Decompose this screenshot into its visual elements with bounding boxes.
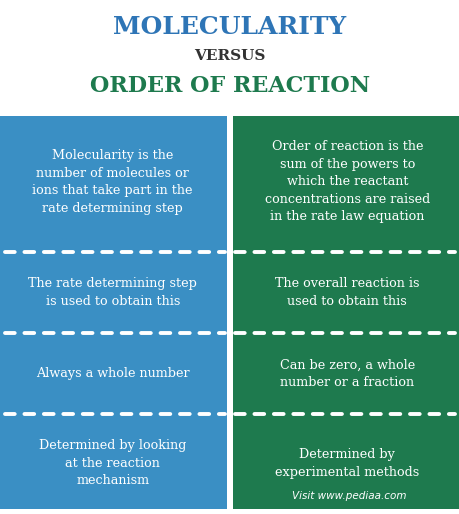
Bar	[232, 329, 459, 336]
Text: VERSUS: VERSUS	[194, 49, 265, 63]
Bar	[0, 248, 227, 255]
Text: Order of reaction is the
sum of the powers to
which the reactant
concentrations : Order of reaction is the sum of the powe…	[264, 140, 429, 224]
Bar	[232, 418, 459, 509]
Text: Determined by
experimental methods: Determined by experimental methods	[274, 448, 419, 479]
Bar	[232, 411, 459, 418]
Text: Always a whole number: Always a whole number	[36, 367, 189, 380]
Text: ORDER OF REACTION: ORDER OF REACTION	[90, 75, 369, 97]
Text: Determined by looking
at the reaction
mechanism: Determined by looking at the reaction me…	[39, 439, 186, 487]
Bar	[232, 248, 459, 255]
Bar	[0, 418, 227, 509]
Bar	[232, 336, 459, 411]
Bar	[0, 255, 227, 329]
Bar	[0, 411, 227, 418]
Bar	[0, 329, 227, 336]
Text: The rate determining step
is used to obtain this: The rate determining step is used to obt…	[28, 277, 197, 307]
Text: Can be zero, a whole
number or a fraction: Can be zero, a whole number or a fractio…	[279, 358, 414, 389]
Bar	[232, 116, 459, 248]
Text: The overall reaction is
used to obtain this: The overall reaction is used to obtain t…	[274, 277, 419, 307]
Bar	[0, 116, 227, 248]
Text: Visit www.pediaa.com: Visit www.pediaa.com	[292, 491, 406, 501]
Text: MOLECULARITY: MOLECULARITY	[113, 15, 346, 40]
Text: Molecularity is the
number of molecules or
ions that take part in the
rate deter: Molecularity is the number of molecules …	[33, 149, 192, 215]
Bar	[0, 336, 227, 411]
Bar	[232, 255, 459, 329]
